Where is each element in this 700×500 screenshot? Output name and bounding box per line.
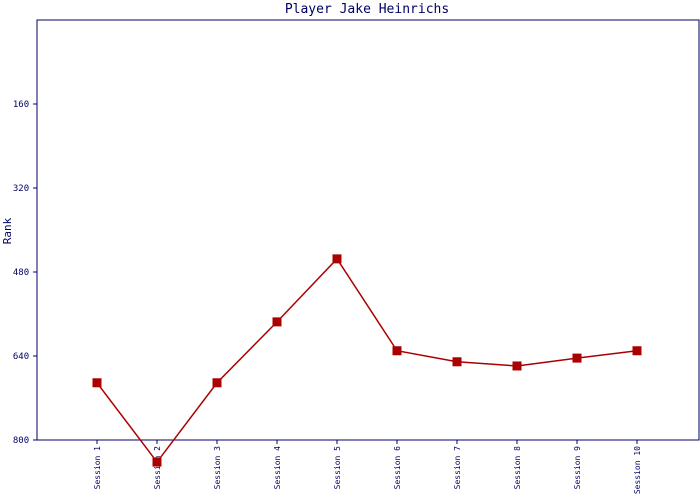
- point-marker: [332, 254, 342, 264]
- x-tick-label: Session 9: [573, 446, 582, 490]
- y-tick-label: 640: [13, 352, 29, 362]
- chart-title: Player Jake Heinrichs: [285, 2, 449, 17]
- point-marker: [92, 378, 102, 388]
- x-tick-label: Session 6: [393, 446, 402, 490]
- x-tick-label: Session 8: [513, 446, 522, 490]
- y-tick-label: 480: [13, 268, 29, 278]
- point-marker: [152, 457, 162, 467]
- x-tick-label: Session 1: [93, 446, 102, 490]
- x-tick-label: Session 7: [453, 446, 462, 490]
- x-tick-label: Session 5: [333, 446, 342, 490]
- x-tick-label: Session 4: [273, 446, 282, 490]
- y-tick-label: 320: [13, 184, 29, 194]
- point-marker: [392, 346, 402, 356]
- point-marker: [632, 346, 642, 356]
- plot-frame: [36, 19, 700, 441]
- y-axis-label: Rank: [1, 217, 14, 244]
- x-tick-label: Session 10: [633, 446, 642, 494]
- point-marker: [572, 353, 582, 363]
- series-line: [96, 257, 638, 464]
- point-marker: [452, 357, 462, 367]
- y-tick-label: 160: [13, 100, 29, 110]
- point-marker: [272, 317, 282, 327]
- point-marker: [212, 378, 222, 388]
- point-marker: [512, 361, 522, 371]
- x-tick-label: Session 2: [153, 446, 162, 490]
- y-tick-label: 800: [13, 436, 29, 446]
- x-tick-label: Session 3: [213, 446, 222, 490]
